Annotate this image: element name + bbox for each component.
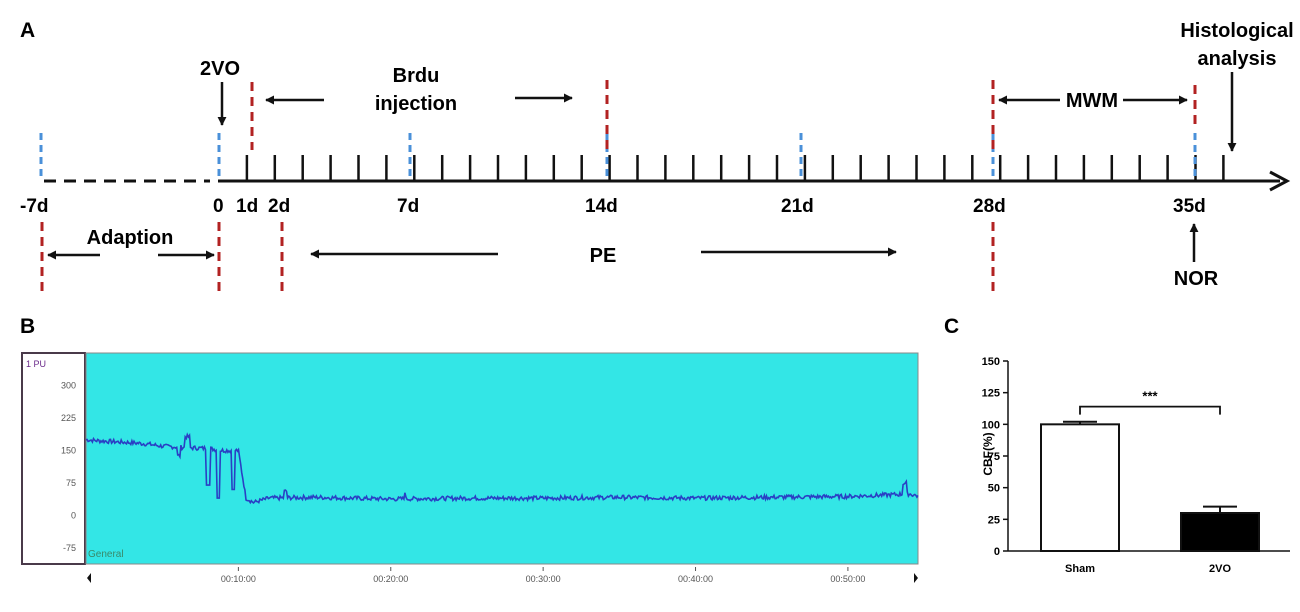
phase-adaption-label: Adaption xyxy=(87,227,174,249)
trace-x-ticks: 00:10:00 00:20:00 00:30:00 00:40:00 00:50:00 xyxy=(221,567,865,584)
event-histo-label-line2: analysis xyxy=(1198,48,1277,70)
bar-y-tick-label: 50 xyxy=(988,483,1000,495)
tick-label: 35d xyxy=(1173,196,1206,217)
panel-b-label: B xyxy=(20,315,35,338)
bar-y-tick-label: 125 xyxy=(982,388,1000,400)
tick-label: 7d xyxy=(397,196,419,217)
event-2vo-label: 2VO xyxy=(200,58,240,80)
panel-a-label: A xyxy=(20,19,35,42)
bar-y-tick-label: 150 xyxy=(982,356,1000,368)
bar-series: Sham 2VO xyxy=(1040,420,1260,575)
trace-x-tick-label: 00:30:00 xyxy=(526,574,561,584)
event-histo-label-line1: Histological xyxy=(1180,20,1293,42)
bar-category-label: 2VO xyxy=(1209,563,1231,575)
bar-y-tick-label: 75 xyxy=(988,451,1000,463)
tick-label: 2d xyxy=(268,196,290,217)
trace-x-tick-label: 00:10:00 xyxy=(221,574,256,584)
scroll-left-icon[interactable] xyxy=(87,573,91,583)
phase-pe-label: PE xyxy=(590,245,617,267)
trace-y-tick-label: 150 xyxy=(61,445,76,455)
event-mwm-label: MWM xyxy=(1066,90,1118,112)
trace-footer-label: General xyxy=(88,549,124,560)
trace-y-tick-label: 0 xyxy=(71,510,76,520)
bar-y-tick-label: 100 xyxy=(982,419,1000,431)
tick-label: 14d xyxy=(585,196,618,217)
trace-x-tick-label: 00:40:00 xyxy=(678,574,713,584)
trace-x-tick-label: 00:20:00 xyxy=(373,574,408,584)
trace-y-tick-label: 225 xyxy=(61,413,76,423)
trace-plot-area xyxy=(85,352,919,565)
significance-bracket xyxy=(1079,405,1221,415)
tick-label: 0 xyxy=(213,196,224,217)
tick-label: 21d xyxy=(781,196,814,217)
trace-y-ticks: 300 225 150 75 0 -75 xyxy=(61,380,76,552)
phase-markers xyxy=(40,80,1197,292)
bar-y-axis-label: CBF(%) xyxy=(981,432,995,475)
channel-label: 1 PU xyxy=(26,359,46,369)
bar-sham xyxy=(1040,423,1120,553)
trace-label-panel xyxy=(21,352,86,565)
panel-c: C CBF(%) 0 25 50 75 100 125 150 Sham 2VO *** xyxy=(944,315,1290,575)
bar-y-ticks: 0 25 50 75 100 125 150 xyxy=(982,356,1008,558)
tick-labels: -7d 0 1d 2d 7d 14d 21d 28d 35d xyxy=(20,196,1206,217)
event-brdu-label-line1: Brdu xyxy=(393,65,440,87)
scroll-right-icon[interactable] xyxy=(914,573,918,583)
significance-label: *** xyxy=(1142,389,1158,404)
day-ticks xyxy=(245,155,1225,181)
trace-y-tick-label: 75 xyxy=(66,478,76,488)
cbf-trace-line xyxy=(85,432,919,505)
bar-2vo xyxy=(1180,512,1260,552)
panel-a: A -7d 0 xyxy=(20,19,1294,292)
tick-label: -7d xyxy=(20,196,49,217)
panel-c-label: C xyxy=(944,315,959,338)
trace-y-tick-label: 300 xyxy=(61,380,76,390)
tick-label: 1d xyxy=(236,196,258,217)
week-markers xyxy=(39,133,1197,181)
bar-category-label: Sham xyxy=(1065,563,1095,575)
event-nor-label: NOR xyxy=(1174,268,1219,290)
bar-y-tick-label: 0 xyxy=(994,546,1000,558)
bar-y-tick-label: 25 xyxy=(988,514,1000,526)
axis-arrowhead-icon xyxy=(1269,170,1291,192)
trace-y-tick-label: -75 xyxy=(63,543,76,553)
trace-x-tick-label: 00:50:00 xyxy=(830,574,865,584)
tick-label: 28d xyxy=(973,196,1006,217)
event-brdu-label-line2: injection xyxy=(375,93,457,115)
